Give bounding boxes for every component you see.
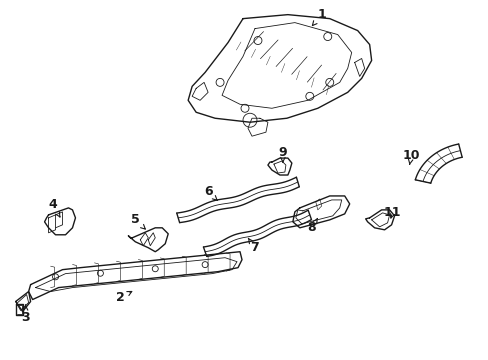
Text: 7: 7 <box>248 238 259 254</box>
Text: 9: 9 <box>278 145 286 162</box>
Text: 4: 4 <box>48 198 60 217</box>
Text: 5: 5 <box>131 213 145 229</box>
Text: 11: 11 <box>383 206 401 219</box>
Text: 1: 1 <box>312 8 325 26</box>
Text: 2: 2 <box>116 291 131 304</box>
Text: 8: 8 <box>307 219 317 234</box>
Text: 10: 10 <box>402 149 419 165</box>
Text: 6: 6 <box>203 185 217 201</box>
Text: 3: 3 <box>21 305 30 324</box>
